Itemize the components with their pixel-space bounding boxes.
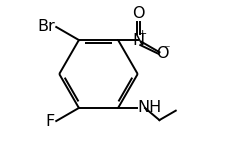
Text: +: + [137, 29, 147, 39]
Text: Br: Br [37, 20, 55, 34]
Text: NH: NH [137, 100, 161, 115]
Text: O: O [155, 46, 168, 61]
Text: F: F [46, 114, 55, 128]
Text: N: N [132, 33, 144, 48]
Text: O: O [132, 6, 144, 21]
Text: ⁻: ⁻ [163, 43, 169, 56]
